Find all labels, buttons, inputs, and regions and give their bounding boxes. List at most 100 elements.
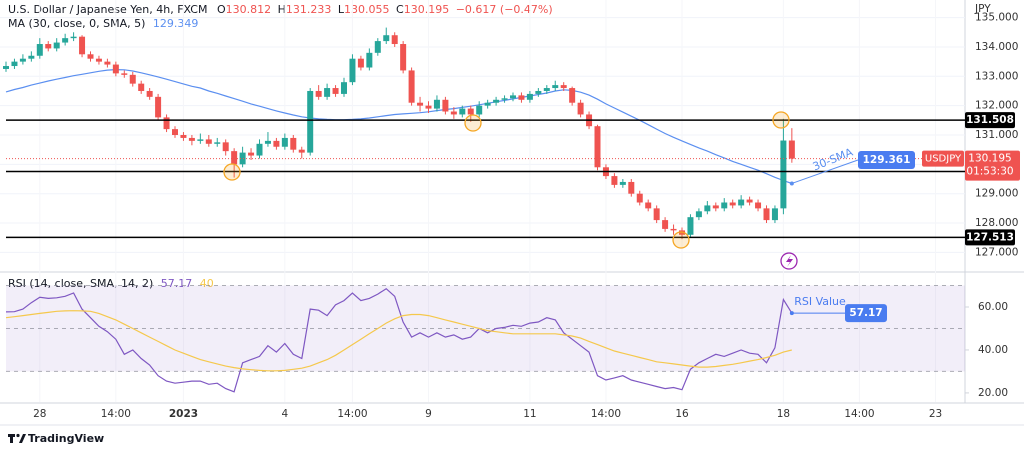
rsi-sma-line <box>5 310 792 372</box>
symbol-box <box>922 150 964 167</box>
currency: JPY <box>974 3 991 15</box>
x-tick-label: 18 <box>777 408 790 420</box>
sma-callout-value: 129.361 <box>863 154 911 166</box>
candle-body <box>569 88 576 103</box>
candle-body <box>543 88 550 91</box>
ohlc-value: 130.812 <box>226 3 272 16</box>
x-tick-label: 23 <box>929 408 942 420</box>
brand: TradingView <box>28 432 104 445</box>
candle-body <box>780 140 787 209</box>
swing-marker <box>672 231 690 249</box>
rsi-band <box>6 285 965 372</box>
y-tick-label: 40.00 <box>978 344 1008 356</box>
x-tick-label: 14:00 <box>591 408 621 420</box>
candle-body <box>298 149 305 153</box>
candle-body <box>670 228 677 231</box>
rsi-callout-value: 57.17 <box>849 307 882 319</box>
sma-line <box>5 68 793 185</box>
y-tick-label: 60.00 <box>978 301 1008 313</box>
sma-callout-dot <box>789 181 794 186</box>
level-label: 127.513 <box>966 231 1014 243</box>
candle-body <box>19 58 26 62</box>
candle-body <box>341 82 347 94</box>
x-tick-label: 14:00 <box>101 408 131 420</box>
swing-marker <box>772 111 790 129</box>
candle-body <box>560 85 567 89</box>
candle-body <box>459 108 466 115</box>
candle-body <box>763 208 770 221</box>
ohlc-value: 130.055 <box>344 3 390 16</box>
y-tick-label: 132.000 <box>975 100 1018 112</box>
candle-body <box>273 140 280 147</box>
candle-body <box>3 66 9 69</box>
candle-body <box>214 142 221 144</box>
level-label: 131.508 <box>966 114 1014 126</box>
candle-body <box>104 61 111 65</box>
x-tick-label: 28 <box>33 408 46 420</box>
candle-body <box>653 208 660 221</box>
candle-body <box>332 88 339 94</box>
candle-body <box>442 99 449 112</box>
swing-marker <box>223 163 241 181</box>
ohlc-prefix: H <box>278 3 286 16</box>
candle-body <box>307 90 314 153</box>
candle-body <box>552 85 559 89</box>
candle-body <box>79 36 86 55</box>
candle-body <box>704 205 711 212</box>
ohlc-prefix: C <box>396 3 404 16</box>
candle-body <box>476 105 483 115</box>
candle-body <box>45 44 52 49</box>
candle-body <box>290 137 297 150</box>
candle-body <box>62 38 69 43</box>
rsi-callout-dot <box>789 311 794 316</box>
x-tick-label: 14:00 <box>844 408 874 420</box>
candle-body <box>755 202 762 209</box>
candle-body <box>324 88 331 97</box>
candle-body <box>645 202 652 209</box>
candle-body <box>36 44 43 56</box>
candle-body <box>467 108 474 115</box>
ohlc-prefix: O <box>217 3 226 16</box>
candle-body <box>11 61 18 67</box>
candle-body <box>222 142 229 152</box>
candle-body <box>180 135 187 138</box>
candle-body <box>577 102 584 115</box>
candle-body <box>281 137 288 147</box>
event-icon <box>786 255 793 267</box>
symbol-legend: U.S. Dollar / Japanese Yen, 4h, FXCM O13… <box>8 3 553 16</box>
candle-body <box>611 176 618 185</box>
ma-name: MA (30, close, 0, SMA, 5) <box>8 17 145 30</box>
level-label-box <box>965 229 1015 246</box>
ma-value: 129.349 <box>153 17 199 30</box>
sma-callout-box <box>858 151 915 169</box>
x-tick-label: 14:00 <box>337 408 367 420</box>
price-label-box <box>965 150 1020 181</box>
candle-body <box>594 126 601 168</box>
candle-body <box>788 140 795 159</box>
logo-shape <box>10 434 13 443</box>
rsi-callout-text: RSI Value <box>794 295 846 308</box>
candle-body <box>163 117 170 130</box>
candle-body <box>146 90 153 97</box>
change: −0.617 (−0.47%) <box>456 3 553 16</box>
logo-shape <box>19 434 26 443</box>
sma-callout-line <box>791 159 859 184</box>
candle-body <box>264 140 271 144</box>
candle-body <box>712 205 719 209</box>
y-tick-label: 128.000 <box>975 217 1018 229</box>
candle-body <box>729 202 736 206</box>
rsi-name: RSI (14, close, SMA, 14, 2) <box>8 277 153 290</box>
candle-body <box>256 143 263 156</box>
candle-body <box>771 208 778 221</box>
candle-body <box>112 64 119 74</box>
candle-body <box>248 152 255 156</box>
candle-body <box>721 202 728 209</box>
candle-body <box>619 181 626 185</box>
tradingview-logo: TradingView <box>8 432 104 445</box>
candle-body <box>172 129 178 135</box>
candle-body <box>510 95 516 99</box>
candle-body <box>493 99 500 103</box>
candle-body <box>417 102 424 106</box>
ohlc-prefix: L <box>338 3 345 16</box>
candle-body <box>95 58 102 62</box>
